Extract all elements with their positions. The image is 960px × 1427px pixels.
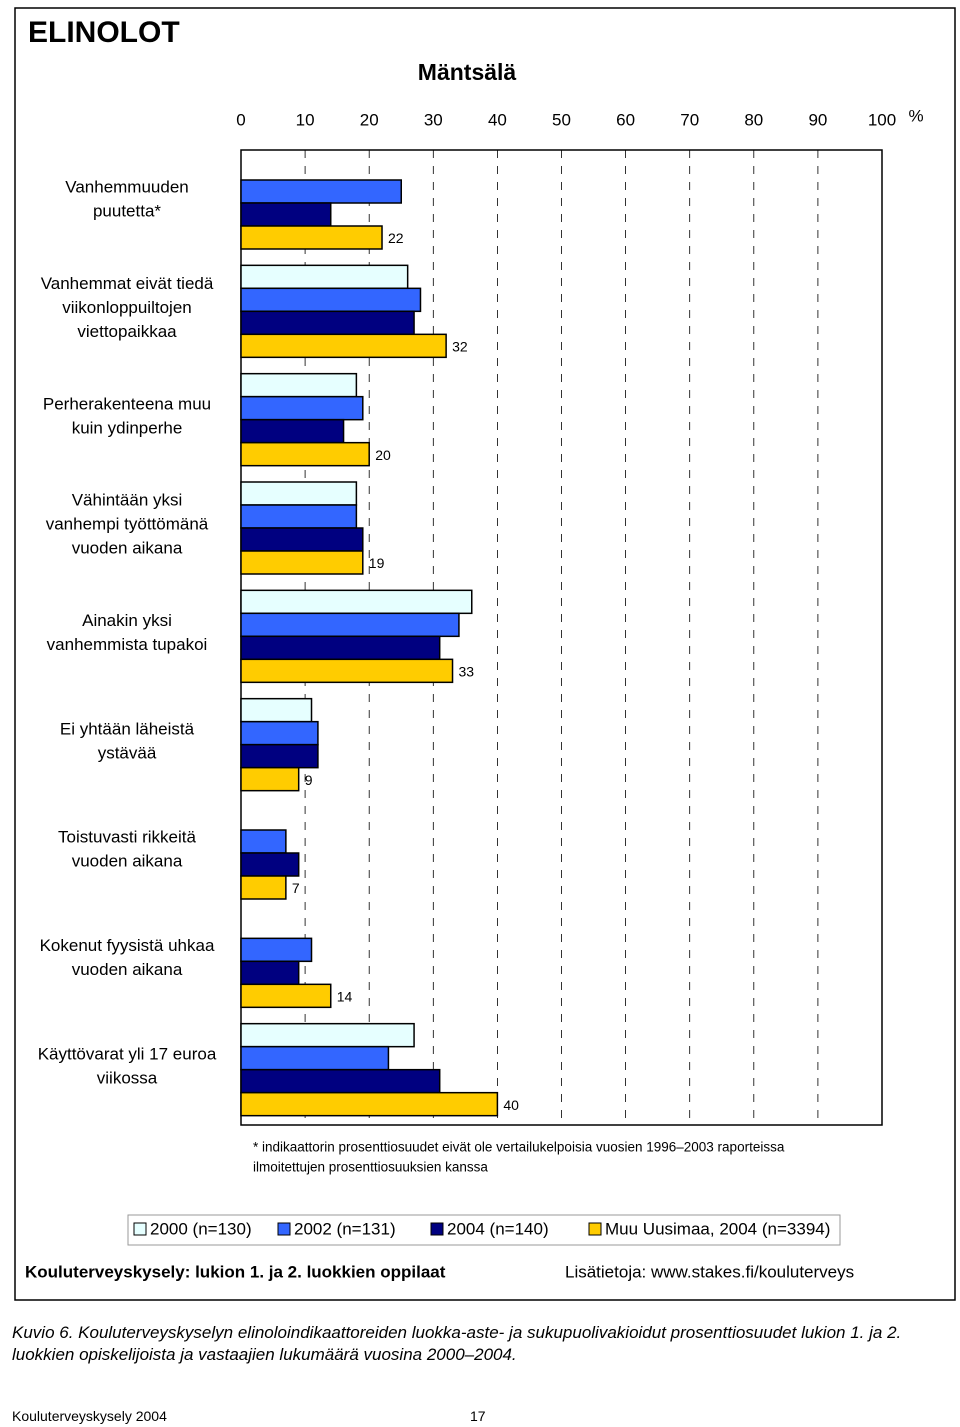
x-tick-label: 30 <box>424 110 443 129</box>
bar <box>240 481 358 506</box>
bar <box>240 875 287 900</box>
category-label: viikonloppuiltojen <box>62 298 191 317</box>
category-label: kuin ydinperhe <box>72 418 183 437</box>
bar <box>240 960 300 986</box>
x-tick-label: 100 <box>868 110 896 129</box>
category-label: viikossa <box>97 1068 158 1087</box>
bar <box>240 287 422 313</box>
bar <box>240 658 454 684</box>
source: Kouluterveyskysely: lukion 1. ja 2. luok… <box>25 1262 446 1281</box>
bar <box>240 635 441 661</box>
legend-label: 2004 (n=140) <box>447 1219 549 1238</box>
x-tick-label: 80 <box>744 110 763 129</box>
legend-swatch <box>277 1222 291 1236</box>
bar <box>240 504 358 529</box>
x-tick-label: 70 <box>680 110 699 129</box>
category-label: puutetta* <box>93 202 161 221</box>
bar <box>240 395 364 421</box>
x-tick-label: 0 <box>236 110 245 129</box>
bar <box>240 202 332 227</box>
value-label: 20 <box>375 447 391 463</box>
x-tick-label: 20 <box>360 110 379 129</box>
bar <box>240 589 473 615</box>
header-title: ELINOLOT <box>28 16 180 49</box>
chart-title: Mäntsälä <box>418 59 517 85</box>
caption: Kuvio 6. Kouluterveyskyselyn elinoloindi… <box>12 1323 902 1364</box>
category-label: vanhemmista tupakoi <box>47 635 208 654</box>
bar <box>240 766 300 792</box>
x-tick-label: 10 <box>296 110 315 129</box>
bar <box>240 179 402 204</box>
x-tick-label: 60 <box>616 110 635 129</box>
value-label: 22 <box>388 230 404 246</box>
bar <box>240 983 332 1009</box>
category-label: Vanhemmat eivät tiedä <box>41 274 214 293</box>
bar <box>240 612 460 638</box>
frame <box>14 7 956 1301</box>
category-label: ystävää <box>98 743 157 762</box>
bar <box>240 550 364 575</box>
bar <box>240 372 358 398</box>
category-label: Perherakenteena muu <box>43 394 211 413</box>
bar <box>240 333 447 359</box>
legend-label: Muu Uusimaa, 2004 (n=3394) <box>605 1219 830 1238</box>
value-label: 19 <box>369 555 385 571</box>
bar <box>240 441 370 467</box>
value-label: 9 <box>305 772 313 788</box>
bar <box>240 720 319 746</box>
bar <box>240 1022 415 1048</box>
bar <box>240 829 287 854</box>
bar <box>240 264 409 290</box>
x-unit: % <box>908 106 923 125</box>
value-label: 7 <box>292 880 300 896</box>
bar <box>240 697 313 723</box>
page-number: 17 <box>470 1408 486 1424</box>
value-label: 40 <box>503 1097 519 1113</box>
category-label: vanhempi työttömänä <box>46 515 209 534</box>
bar <box>240 225 383 250</box>
value-label: 32 <box>452 339 468 355</box>
category-label: Vanhemmuuden <box>65 178 189 197</box>
category-label: vuoden aikana <box>72 852 183 871</box>
category-label: Toistuvasti rikkeitä <box>58 828 196 847</box>
bar <box>240 1068 441 1094</box>
footnote: ilmoitettujen prosenttiosuuksien kanssa <box>253 1160 488 1175</box>
x-tick-label: 90 <box>808 110 827 129</box>
bar <box>240 527 364 552</box>
value-label: 14 <box>337 989 353 1005</box>
category-label: Vähintään yksi <box>72 491 183 510</box>
category-label: Käyttövarat yli 17 euroa <box>38 1044 217 1063</box>
legend <box>127 1214 841 1246</box>
bar <box>240 310 415 336</box>
category-label: vuoden aikana <box>72 960 183 979</box>
value-label: 33 <box>459 664 475 680</box>
legend-swatch <box>133 1222 147 1236</box>
bar <box>240 937 313 963</box>
category-label: Ei yhtään läheistä <box>60 719 195 738</box>
x-tick-label: 50 <box>552 110 571 129</box>
footnote: * indikaattorin prosenttiosuudet eivät o… <box>253 1140 785 1155</box>
bar <box>240 1091 499 1117</box>
bar <box>240 743 319 769</box>
footer-left: Kouluterveyskysely 2004 <box>12 1408 167 1424</box>
category-label: Ainakin yksi <box>82 611 172 630</box>
chart: ELINOLOT Mäntsälä % * indikaattorin pros… <box>14 7 956 1301</box>
bar <box>240 852 300 877</box>
legend-label: 2002 (n=131) <box>294 1219 396 1238</box>
legend-swatch <box>588 1222 602 1236</box>
more-info: Lisätietoja: www.stakes.fi/kouluterveys <box>565 1262 854 1281</box>
x-tick-label: 40 <box>488 110 507 129</box>
legend-swatch <box>430 1222 444 1236</box>
category-label: viettopaikkaa <box>77 322 177 341</box>
category-label: vuoden aikana <box>72 539 183 558</box>
bar <box>240 418 345 444</box>
category-label: Kokenut fyysistä uhkaa <box>40 936 215 955</box>
legend-label: 2000 (n=130) <box>150 1219 252 1238</box>
bar <box>240 1045 390 1071</box>
